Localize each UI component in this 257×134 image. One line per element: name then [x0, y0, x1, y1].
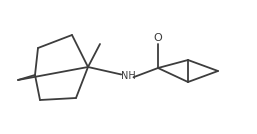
Text: O: O — [154, 33, 162, 43]
Text: NH: NH — [121, 71, 135, 81]
